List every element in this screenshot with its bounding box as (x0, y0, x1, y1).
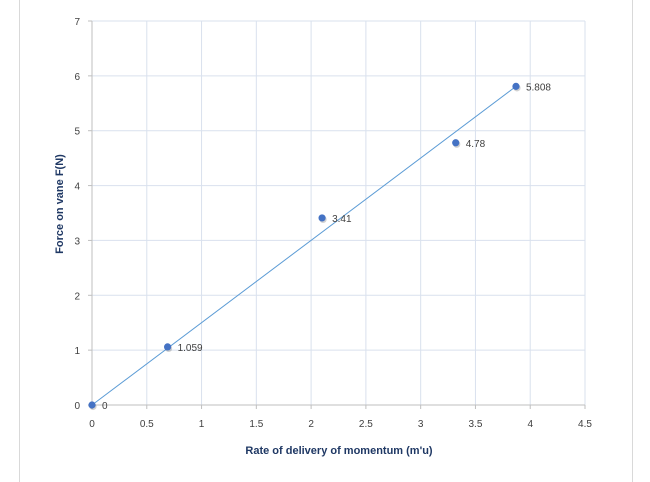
y-tick-label: 0 (74, 401, 80, 412)
y-tick-label: 6 (74, 72, 80, 83)
x-axis-title: Rate of delivery of momentum (m'u) (245, 445, 433, 457)
x-tick-label: 1 (199, 419, 205, 430)
tick-labels: 0 0.5 1 1.5 2 2.5 3 3.5 4 4.5 0 1 2 3 4 5 6 7 (74, 17, 592, 430)
data-point (452, 139, 460, 147)
data-point (88, 401, 96, 409)
data-label: 5.808 (526, 82, 551, 93)
data-points (88, 82, 521, 411)
y-tick-label: 1 (74, 346, 80, 357)
chart-area (19, 0, 633, 482)
x-tick-label: 0.5 (140, 419, 154, 430)
data-point (163, 343, 172, 351)
x-tick-label: 1.5 (249, 419, 263, 430)
data-label: 1.059 (178, 343, 203, 354)
x-tick-label: 3.5 (468, 419, 482, 430)
data-label: 0 (102, 401, 108, 412)
linear-trendline (91, 85, 517, 406)
y-tick-label: 7 (74, 17, 80, 28)
x-tick-label: 2 (308, 419, 314, 430)
y-tick-label: 2 (74, 291, 80, 302)
x-tick-label: 4 (527, 419, 533, 430)
trendline-layer (91, 85, 517, 406)
x-tick-label: 3 (418, 419, 424, 430)
data-point (512, 82, 520, 90)
y-tick-label: 3 (74, 236, 80, 247)
x-tick-label: 0 (89, 419, 95, 430)
data-label: 3.41 (332, 214, 352, 225)
data-labels: 0 1.059 3.41 4.78 5.808 (102, 82, 551, 412)
x-tick-label: 4.5 (578, 419, 592, 430)
y-tick-label: 5 (74, 127, 80, 138)
data-point (318, 214, 326, 222)
x-tick-label: 2.5 (359, 419, 373, 430)
data-label: 4.78 (466, 139, 486, 150)
y-tick-label: 4 (74, 182, 80, 193)
y-axis-title: Force on vane F(N) (54, 154, 66, 254)
gridlines (92, 20, 586, 405)
